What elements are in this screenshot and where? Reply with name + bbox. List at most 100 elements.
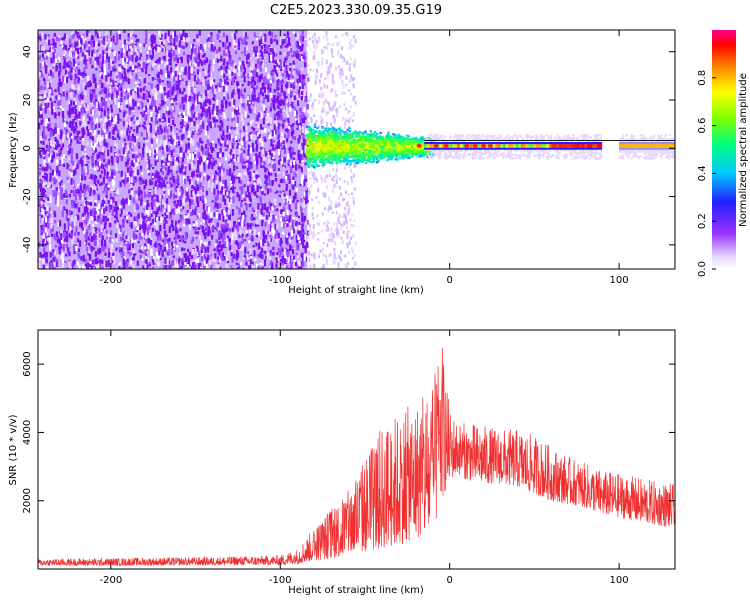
heat-cell (305, 157, 308, 160)
heat-cell (117, 264, 120, 267)
heat-cell (232, 179, 235, 184)
heat-cell (190, 137, 193, 144)
heat-cell (46, 151, 49, 154)
heat-cell (247, 197, 250, 203)
heat-cell (158, 30, 161, 36)
heat-cell (123, 239, 126, 243)
heat-cell (90, 214, 93, 221)
heat-cell (292, 226, 295, 234)
heat-cell (174, 30, 177, 38)
heat-cell (235, 224, 238, 229)
heat-cell (286, 195, 289, 202)
heat-cell (206, 160, 209, 165)
heat-cell (264, 269, 266, 275)
heat-cell (228, 241, 231, 247)
heat-cell (170, 111, 173, 119)
heat-cell (217, 34, 220, 38)
heat-cell (226, 191, 229, 196)
heat-cell (200, 130, 203, 134)
heat-cell (155, 230, 158, 237)
heat-cell (213, 248, 216, 252)
heat-cell (167, 50, 170, 56)
heat-cell (227, 42, 230, 48)
heat-cell (47, 100, 50, 103)
heat-cell (38, 112, 41, 119)
heat-cell (87, 161, 90, 164)
heat-cell (108, 93, 111, 98)
heat-cell (209, 231, 212, 236)
heat-cell (291, 235, 294, 239)
heat-cell (125, 76, 128, 82)
heat-cell (218, 213, 221, 221)
heat-cell (199, 137, 202, 144)
heat-cell (208, 112, 212, 120)
heat-cell (209, 212, 212, 218)
heat-cell (185, 81, 188, 86)
heat-cell (103, 197, 106, 201)
heat-cell (268, 231, 271, 235)
heat-cell (115, 95, 118, 99)
heat-cell (171, 129, 175, 134)
heat-cell (54, 219, 57, 224)
heat-cell (272, 251, 275, 256)
heat-cell (271, 72, 275, 77)
heat-cell (111, 136, 114, 140)
heat-cell (202, 253, 205, 257)
heat-cell (60, 81, 63, 86)
heat-cell (175, 54, 178, 61)
heat-cell (122, 112, 126, 118)
heat-cell (101, 199, 104, 207)
heat-cell (194, 234, 197, 237)
heat-cell (194, 267, 197, 269)
heat-cell (287, 75, 290, 80)
heat-cell (137, 247, 140, 250)
heat-cell (226, 93, 230, 100)
heat-cell (204, 123, 207, 129)
heat-cell (222, 180, 225, 187)
heat-cell (47, 34, 50, 37)
heat-cell (38, 36, 41, 40)
heat-cell (92, 40, 95, 45)
heat-cell (108, 120, 111, 127)
heat-cell (284, 144, 287, 148)
heat-cell (157, 65, 160, 70)
heat-cell (112, 267, 115, 269)
heat-cell (203, 162, 206, 165)
heat-cell (298, 225, 301, 231)
heat-cell (61, 110, 64, 118)
heat-cell (154, 188, 157, 195)
heat-cell (192, 194, 196, 201)
heat-cell (205, 150, 208, 156)
heat-cell (295, 112, 298, 119)
heat-cell (69, 88, 72, 94)
heat-cell (278, 143, 281, 150)
heat-cell (140, 246, 143, 250)
heat-cell (196, 231, 199, 235)
heat-cell (70, 62, 73, 69)
heat-cell (54, 123, 57, 130)
heat-cell (163, 220, 166, 224)
heat-cell (174, 67, 177, 71)
heat-cell (134, 43, 137, 46)
heat-cell (74, 111, 77, 114)
heat-cell (241, 187, 244, 191)
heat-cell (105, 53, 108, 60)
heat-cell (51, 187, 54, 190)
heat-cell (85, 64, 88, 69)
heat-cell (164, 32, 167, 39)
heat-cell (145, 155, 148, 162)
heat-cell (50, 139, 53, 146)
heat-cell (150, 201, 153, 207)
heat-cell (286, 153, 290, 160)
heat-cell (95, 258, 98, 265)
heat-cell (219, 153, 222, 158)
heat-cell (212, 123, 215, 127)
heat-cell (67, 247, 70, 254)
heat-cell (47, 150, 50, 157)
heat-cell (134, 190, 137, 194)
heat-cell (72, 33, 75, 38)
heat-cell (287, 126, 290, 129)
heat-cell (259, 162, 262, 166)
heat-cell (266, 50, 269, 54)
heat-cell (290, 140, 293, 144)
